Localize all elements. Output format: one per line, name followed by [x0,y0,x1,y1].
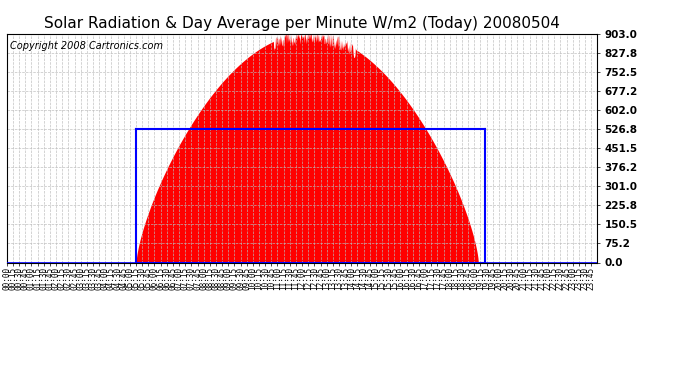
Title: Solar Radiation & Day Average per Minute W/m2 (Today) 20080504: Solar Radiation & Day Average per Minute… [44,16,560,31]
Text: Copyright 2008 Cartronics.com: Copyright 2008 Cartronics.com [10,40,163,51]
